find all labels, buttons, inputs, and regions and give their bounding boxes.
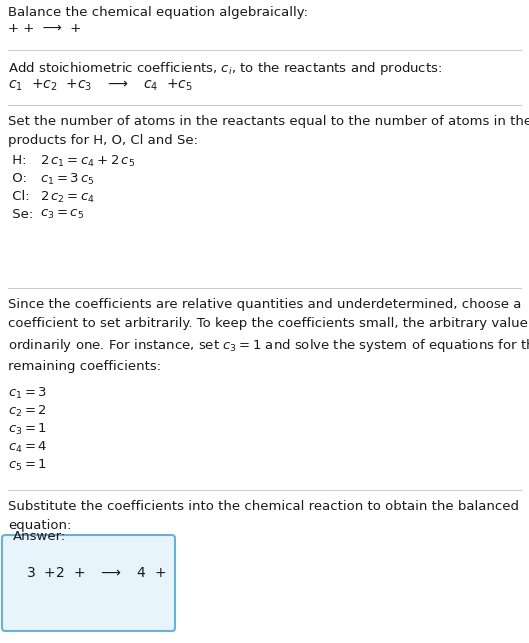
Text: $c_5 = 1$: $c_5 = 1$ (8, 458, 47, 473)
Text: $c_4 = 4$: $c_4 = 4$ (8, 440, 48, 455)
FancyBboxPatch shape (2, 535, 175, 631)
Text: $c_3 = 1$: $c_3 = 1$ (8, 422, 47, 437)
Text: Set the number of atoms in the reactants equal to the number of atoms in the
pro: Set the number of atoms in the reactants… (8, 115, 529, 147)
Text: Se:: Se: (8, 208, 33, 221)
Text: Substitute the coefficients into the chemical reaction to obtain the balanced
eq: Substitute the coefficients into the che… (8, 500, 519, 532)
Text: Add stoichiometric coefficients, $c_i$, to the reactants and products:: Add stoichiometric coefficients, $c_i$, … (8, 60, 442, 77)
Text: Answer:: Answer: (13, 530, 66, 543)
Text: $c_3 = c_5$: $c_3 = c_5$ (40, 208, 84, 221)
Text: $2\,c_2 = c_4$: $2\,c_2 = c_4$ (40, 190, 95, 205)
Text: O:: O: (8, 172, 27, 185)
Text: + +  ⟶  +: + + ⟶ + (8, 22, 81, 35)
Text: Balance the chemical equation algebraically:: Balance the chemical equation algebraica… (8, 6, 308, 19)
Text: 3  +2  +   $\longrightarrow$   4  +: 3 +2 + $\longrightarrow$ 4 + (13, 566, 166, 580)
Text: $2\,c_1 = c_4 + 2\,c_5$: $2\,c_1 = c_4 + 2\,c_5$ (40, 154, 135, 169)
Text: $c_1$  +$c_2$  +$c_3$   $\longrightarrow$   $c_4$  +$c_5$: $c_1$ +$c_2$ +$c_3$ $\longrightarrow$ $c… (8, 78, 193, 93)
Text: Cl:: Cl: (8, 190, 30, 203)
Text: Since the coefficients are relative quantities and underdetermined, choose a
coe: Since the coefficients are relative quan… (8, 298, 529, 373)
Text: $c_2 = 2$: $c_2 = 2$ (8, 404, 47, 419)
Text: H:: H: (8, 154, 26, 167)
Text: $c_1 = 3$: $c_1 = 3$ (8, 386, 47, 401)
Text: $c_1 = 3\,c_5$: $c_1 = 3\,c_5$ (40, 172, 95, 187)
